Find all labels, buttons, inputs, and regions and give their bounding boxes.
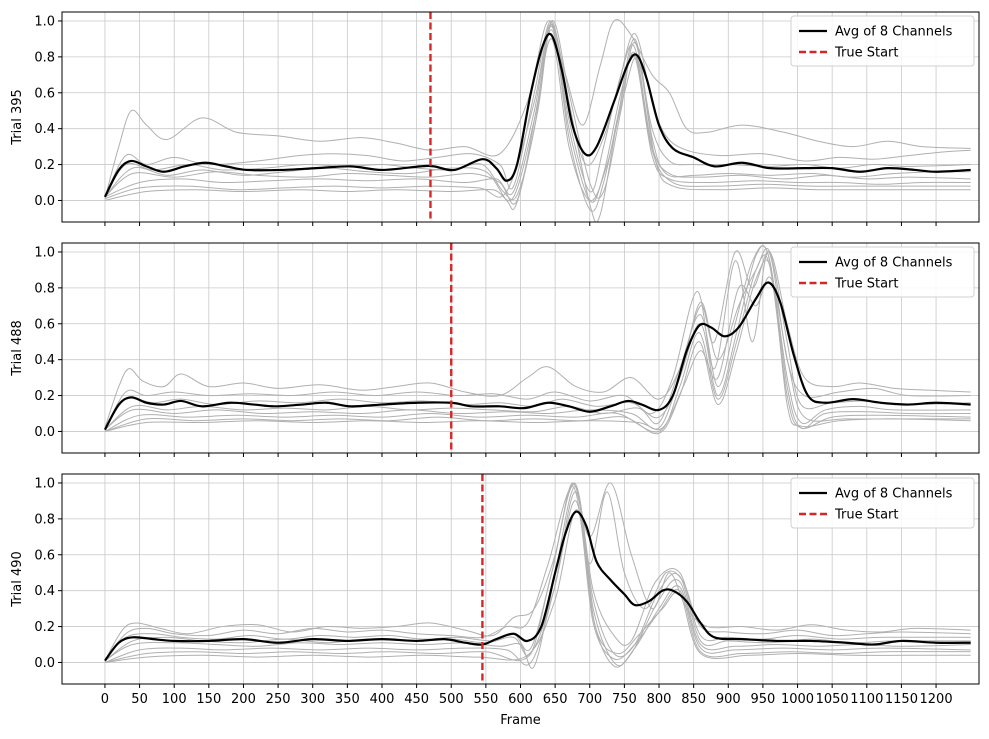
series-group [104, 474, 971, 684]
legend: Avg of 8 Channels True Start [790, 246, 975, 298]
x-tick-label: 1100 [850, 692, 883, 707]
y-tick-label: 0.0 [34, 194, 55, 209]
channel-line-4 [104, 245, 971, 431]
legend-box [790, 246, 975, 298]
legend-box [790, 477, 975, 529]
panel-1: 0.0 0.2 0.4 0.6 0.8 1.0 Trial 395 Avg of 8 Chan… [10, 11, 980, 226]
x-tick-label: 950 [750, 692, 775, 707]
y-tick-label: 0.0 [34, 656, 55, 671]
channel-line-1 [104, 250, 971, 429]
x-tick-label: 450 [404, 692, 429, 707]
y-tick-label: 1.0 [34, 476, 55, 491]
y-tick-label: 0.2 [34, 158, 55, 173]
y-tick-label: 0.2 [34, 389, 55, 404]
legend-true-start-label: True Start [834, 46, 899, 61]
y-tick-label: 0.2 [34, 620, 55, 635]
y-tick-label: 0.0 [34, 425, 55, 440]
x-tick-label: 300 [300, 692, 325, 707]
series-group [103, 243, 971, 453]
x-tick-label: 550 [473, 692, 498, 707]
channel-line-7 [104, 24, 971, 212]
y-tick-label: 0.8 [34, 512, 55, 527]
x-axis-label: Frame [500, 713, 541, 728]
x-tick-label: 50 [131, 692, 148, 707]
x-tick-label: 200 [231, 692, 256, 707]
x-tick-label: 700 [577, 692, 602, 707]
y-tick-label: 0.6 [34, 317, 55, 332]
x-tick-label: 100 [162, 692, 187, 707]
legend-box [790, 15, 975, 67]
y-tick-label: 0.4 [34, 584, 55, 599]
x-tick-label: 1150 [885, 692, 918, 707]
x-tick-label: 250 [266, 692, 291, 707]
legend-avg-label: Avg of 8 Channels [835, 256, 953, 271]
x-tick-label: 1050 [816, 692, 849, 707]
x-tick-label: 350 [335, 692, 360, 707]
panel-3: 0.0 0.2 0.4 0.6 0.8 1.0 0 50 100 150 200 250 300 350 4… [10, 473, 980, 707]
channel-line-8 [104, 38, 971, 202]
y-tick-label: 1.0 [34, 245, 55, 260]
x-tick-label: 650 [543, 692, 568, 707]
channel-line-1 [104, 482, 971, 661]
channel-line-8 [104, 276, 971, 432]
channel-line-5 [104, 245, 971, 431]
channel-line-7 [104, 500, 971, 663]
x-tick-label: 150 [196, 692, 221, 707]
y-tick-label: 0.8 [34, 50, 55, 65]
y-axis-label: Trial 395 [10, 89, 25, 146]
y-tick-label: 0.4 [34, 353, 55, 368]
x-tick-label: 400 [370, 692, 395, 707]
x-tick-label: 850 [681, 692, 706, 707]
channel-line-2 [104, 486, 971, 661]
x-tick-label: 500 [439, 692, 464, 707]
y-axis-label: Trial 488 [10, 320, 25, 377]
channel-line-6 [104, 491, 971, 668]
y-tick-label: 0.4 [34, 122, 55, 137]
x-tick-label: 1000 [781, 692, 814, 707]
legend: Avg of 8 Channels True Start [790, 15, 975, 67]
channel-line-8 [104, 509, 971, 663]
legend: Avg of 8 Channels True Start [790, 477, 975, 529]
series-group [103, 12, 971, 222]
x-tick-label: 0 [101, 692, 109, 707]
avg-line [104, 510, 971, 662]
panel-2: 0.0 0.2 0.4 0.6 0.8 1.0 Trial 488 Avg of 8 Chan… [10, 242, 980, 457]
channel-line-6 [104, 254, 971, 433]
y-tick-label: 1.0 [34, 14, 55, 29]
y-tick-label: 0.8 [34, 281, 55, 296]
legend-true-start-label: True Start [834, 277, 899, 292]
legend-true-start-label: True Start [834, 508, 899, 523]
x-tick-label: 1200 [920, 692, 953, 707]
channel-line-3 [104, 247, 971, 430]
x-tick-label: 800 [647, 692, 672, 707]
channel-line-7 [104, 259, 971, 435]
channel-line-6 [104, 29, 971, 203]
y-tick-label: 0.6 [34, 548, 55, 563]
avg-line [103, 32, 971, 198]
x-tick-label: 600 [508, 692, 533, 707]
y-axis-label: Trial 490 [10, 551, 25, 608]
x-tick-label: 900 [716, 692, 741, 707]
legend-avg-label: Avg of 8 Channels [835, 25, 953, 40]
avg-line [103, 281, 971, 431]
legend-avg-label: Avg of 8 Channels [835, 487, 953, 502]
x-tick-label: 750 [612, 692, 637, 707]
y-tick-label: 0.6 [34, 86, 55, 101]
